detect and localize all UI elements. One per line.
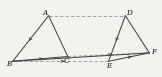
Text: B: B xyxy=(6,60,11,68)
Text: E: E xyxy=(106,62,111,70)
Text: D: D xyxy=(126,9,132,17)
Text: C: C xyxy=(64,57,69,65)
Text: A: A xyxy=(42,9,48,17)
Text: F: F xyxy=(151,48,156,56)
